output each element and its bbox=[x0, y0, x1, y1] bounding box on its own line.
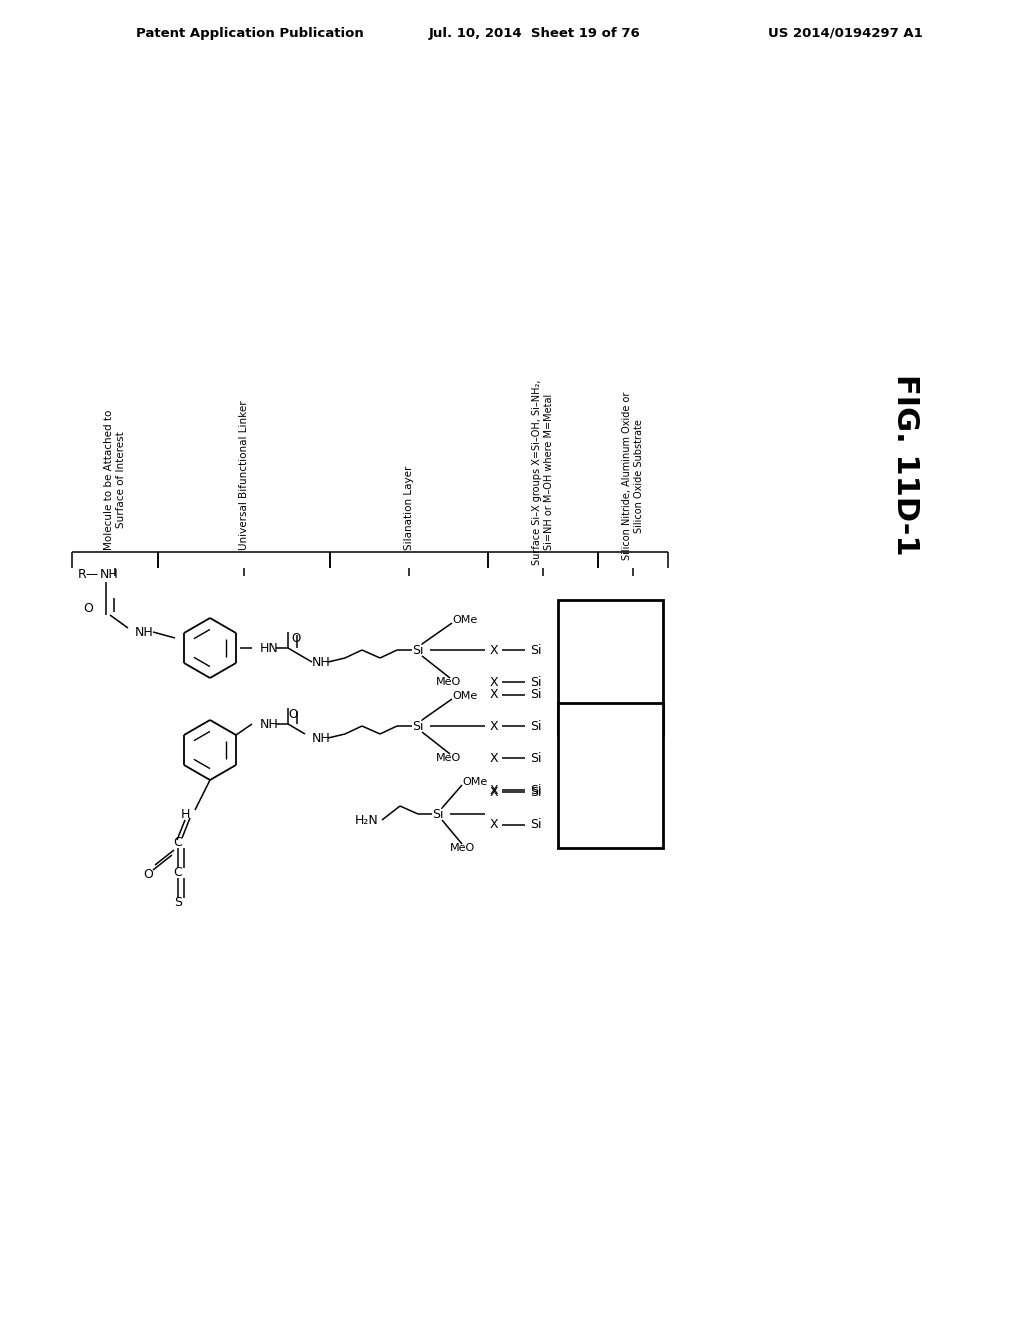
Text: O: O bbox=[83, 602, 93, 615]
Text: Silicon Nitride, Aluminum Oxide or
Silicon Oxide Substrate: Silicon Nitride, Aluminum Oxide or Silic… bbox=[623, 392, 644, 560]
Text: MeO: MeO bbox=[450, 843, 475, 853]
Text: Si: Si bbox=[530, 818, 542, 832]
Text: X: X bbox=[490, 689, 499, 701]
Text: Si: Si bbox=[432, 808, 443, 821]
Text: OMe: OMe bbox=[462, 777, 487, 787]
Text: X: X bbox=[490, 719, 499, 733]
Text: Jul. 10, 2014  Sheet 19 of 76: Jul. 10, 2014 Sheet 19 of 76 bbox=[429, 26, 641, 40]
Text: Si: Si bbox=[530, 644, 542, 656]
Text: Si: Si bbox=[530, 676, 542, 689]
Text: O: O bbox=[292, 631, 301, 644]
Text: Si: Si bbox=[530, 784, 542, 796]
Text: OMe: OMe bbox=[452, 690, 477, 701]
Text: C: C bbox=[174, 866, 182, 879]
Text: Si: Si bbox=[530, 719, 542, 733]
Text: MeO: MeO bbox=[436, 752, 461, 763]
Text: Molecule to be Attached to
Surface of Interest: Molecule to be Attached to Surface of In… bbox=[104, 409, 126, 550]
Text: X: X bbox=[490, 785, 499, 799]
Text: Silanation Layer: Silanation Layer bbox=[404, 466, 414, 550]
Text: X: X bbox=[490, 818, 499, 832]
Text: X: X bbox=[490, 676, 499, 689]
Text: US 2014/0194297 A1: US 2014/0194297 A1 bbox=[768, 26, 923, 40]
Text: NH: NH bbox=[312, 656, 331, 668]
Text: Patent Application Publication: Patent Application Publication bbox=[136, 26, 364, 40]
Bar bbox=[558, 601, 663, 735]
Bar bbox=[558, 704, 663, 847]
Text: Si: Si bbox=[412, 719, 424, 733]
Text: NH: NH bbox=[135, 626, 154, 639]
Text: HN: HN bbox=[260, 642, 279, 655]
Text: FIG. 11D-1: FIG. 11D-1 bbox=[891, 374, 920, 556]
Text: Si: Si bbox=[530, 751, 542, 764]
Text: O: O bbox=[289, 708, 298, 721]
Text: Universal Bifunctional Linker: Universal Bifunctional Linker bbox=[239, 400, 249, 550]
Text: Si: Si bbox=[530, 785, 542, 799]
Text: X: X bbox=[490, 751, 499, 764]
Text: X: X bbox=[490, 644, 499, 656]
Text: H: H bbox=[180, 808, 190, 821]
Text: S: S bbox=[174, 895, 182, 908]
Text: MeO: MeO bbox=[436, 677, 461, 686]
Text: NH: NH bbox=[100, 569, 119, 582]
Text: H₂N: H₂N bbox=[355, 813, 379, 826]
Text: NH: NH bbox=[260, 718, 279, 730]
Text: C: C bbox=[174, 837, 182, 850]
Text: Surface Si–X groups X=Si–OH, Si–NH₂,
Si=NH or M–OH where M=Metal: Surface Si–X groups X=Si–OH, Si–NH₂, Si=… bbox=[532, 380, 554, 565]
Text: NH: NH bbox=[312, 731, 331, 744]
Text: O: O bbox=[143, 867, 153, 880]
Text: OMe: OMe bbox=[452, 615, 477, 624]
Text: X: X bbox=[490, 784, 499, 796]
Text: Si: Si bbox=[412, 644, 424, 656]
Text: R—: R— bbox=[78, 569, 99, 582]
Text: Si: Si bbox=[530, 689, 542, 701]
